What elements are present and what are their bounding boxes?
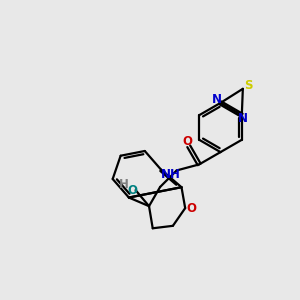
- Text: S: S: [244, 79, 253, 92]
- Text: H: H: [118, 178, 128, 190]
- Text: O: O: [182, 135, 192, 148]
- Text: N: N: [238, 112, 248, 125]
- Text: O: O: [186, 202, 196, 214]
- Text: O: O: [127, 184, 137, 196]
- Text: NH: NH: [161, 167, 181, 181]
- Text: N: N: [212, 93, 222, 106]
